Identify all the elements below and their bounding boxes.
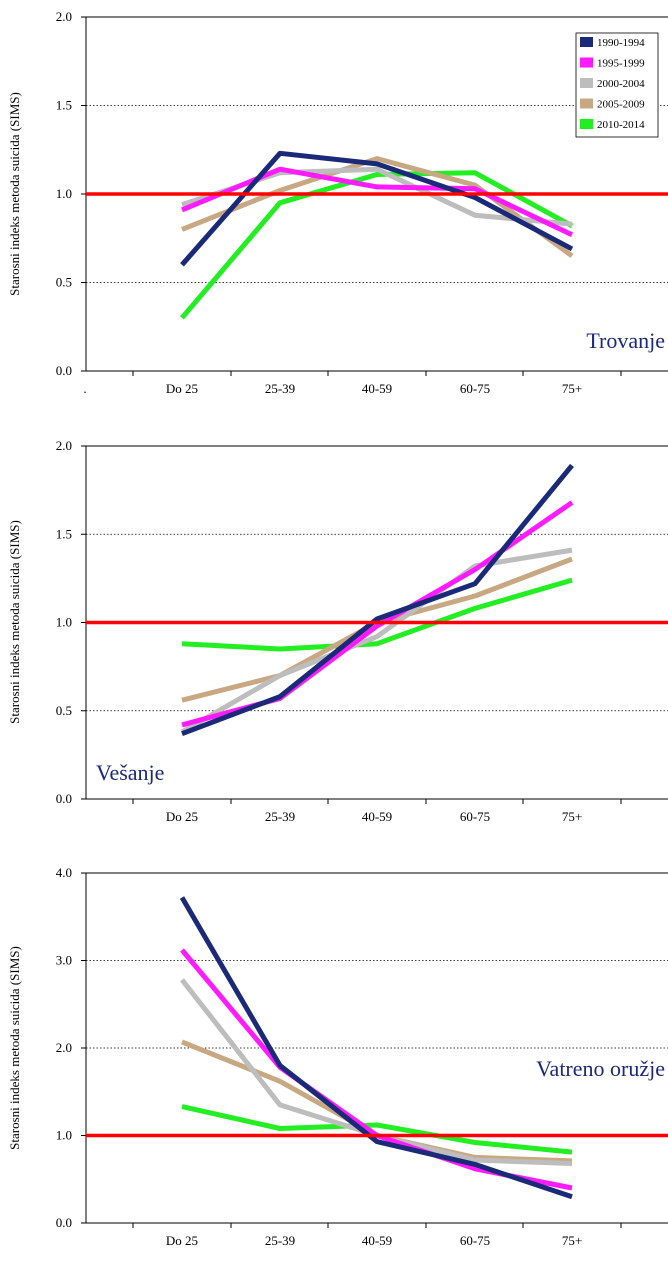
series-line-1990-1994 [179,896,573,1200]
legend-swatch [580,98,593,109]
x-tick-label: 25-39 [265,381,295,396]
legend-swatch [580,78,593,88]
series-line-2005-2009 [181,156,574,258]
x-tick-label: 75+ [562,381,582,396]
series-line-2005-2009 [181,556,573,703]
x-tick-label: . [83,381,86,396]
y-tick-label: 1.0 [56,186,72,201]
y-tick-label: 2.0 [56,9,72,24]
y-tick-label: 0.0 [56,791,72,806]
legend-swatch [580,119,593,129]
legend-label: 2005-2009 [597,99,645,111]
y-tick-label: 0.5 [56,275,72,290]
x-tick-label: 40-59 [362,1233,392,1248]
series-line-1995-1999 [180,948,573,1191]
y-tick-label: 1.5 [56,526,72,541]
y-tick-label: 3.0 [56,953,72,968]
series-line-2010-2014 [181,1104,573,1155]
y-tick-label: 1.0 [56,615,72,630]
x-tick-label: Do 25 [166,381,198,396]
x-tick-label: 75+ [562,1233,582,1248]
method-label: Vešanje [96,760,164,785]
y-tick-label: 0.0 [56,1215,72,1230]
x-tick-label: 60-75 [460,1233,490,1248]
x-tick-label: 75+ [562,809,582,824]
y-tick-label: 2.0 [56,1040,72,1055]
legend-swatch [580,57,593,68]
legend-label: 2010-2014 [597,119,645,131]
x-tick-label: Do 25 [166,809,198,824]
series-line-1990-1994 [180,150,574,267]
x-tick-label: 40-59 [362,809,392,824]
method-label: Trovanje [586,328,665,353]
y-tick-label: 0.5 [56,703,72,718]
chart-panel-3: 0.0 1.0 2.0 3.0 4.0 Do 25 25-39 40-59 60-75 75+ St… [7,865,668,1248]
legend-label: 2000-2004 [597,78,645,90]
legend-swatch [580,37,593,47]
y-axis-label: Starosni indeks metoda suicida (SIMS) [7,92,22,296]
series-line-1995-1999 [181,166,574,237]
y-axis-label: Starosni indeks metoda suicida (SIMS) [7,520,22,724]
x-tick-label: 40-59 [362,381,392,396]
x-tick-label: 60-75 [460,381,490,396]
legend-label: 1990-1994 [597,37,645,49]
series-line-2010-2014 [180,170,574,320]
x-tick-label: 25-39 [265,809,295,824]
legend-label: 1995-1999 [597,58,645,70]
chart-panel-1: 0.0 0.5 1.0 1.5 2.0 Do 25 25-39 40-59 60-75 75+. S… [7,9,668,396]
x-tick-label: 25-39 [265,1233,295,1248]
y-tick-label: 1.5 [56,98,72,113]
y-tick-label: 2.0 [56,438,72,453]
series-line-1990-1994 [181,463,574,737]
x-tick-label: Do 25 [166,1233,198,1248]
chart-panel-2: 0.0 0.5 1.0 1.5 2.0 Do 25 25-39 40-59 60-75 75+ St… [7,438,668,824]
x-tick-label: 60-75 [460,809,490,824]
method-label: Vatreno oružje [536,1056,665,1081]
series-line-2010-2014 [181,577,573,652]
y-tick-label: 0.0 [56,363,72,378]
y-tick-label: 4.0 [56,865,72,880]
y-axis-label: Starosni indeks metoda suicida (SIMS) [7,946,22,1150]
y-tick-label: 1.0 [56,1128,72,1143]
legend: 1990-1994 1995-1999 2000-2004 2005-2009 2010… [575,32,659,138]
series-line-2000-2004 [180,547,573,735]
